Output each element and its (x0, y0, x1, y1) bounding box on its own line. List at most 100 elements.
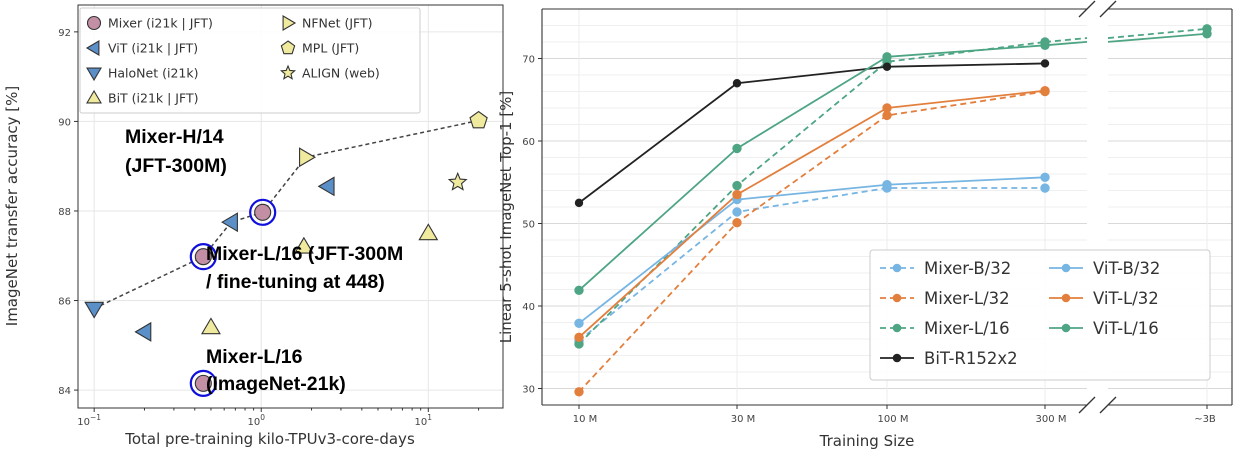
right-plot-frame (541, 0, 1233, 414)
left-annotation-text: / fine-tuning at 448) (206, 271, 385, 293)
left-y-tick-label: 92 (58, 28, 71, 39)
right-legend-point-bit-r152x2 (892, 353, 902, 363)
left-y-ticks: 84 86 88 90 92 (58, 28, 78, 397)
right-line-mixer-l-16 (578, 41, 1046, 345)
right-point-vit-l-16 (1202, 29, 1212, 39)
left-highlight-ring (249, 198, 277, 226)
left-legend-marker-mixer-i21k-jft (86, 15, 102, 31)
right-point-mixer-b-32 (732, 207, 742, 217)
right-legend-label-mixer-l-16: Mixer-L/16 (924, 319, 1010, 338)
left-annotation-text: (JFT-300M) (125, 155, 227, 177)
left-legend-box (79, 7, 421, 114)
left-legend-label-vit-i21k-jft: ViT (i21k | JFT) (108, 41, 198, 56)
left-annotation-text: (ImageNet-21k) (206, 373, 346, 395)
right-legend-label-mixer-b-32: Mixer-B/32 (924, 259, 1011, 278)
right-line-mixer-b-32 (578, 187, 1045, 342)
left-marker-nfnet-jft (299, 147, 316, 168)
right-legend: Mixer-B/32 Mixer-L/32 Mixer-L/16 BiT-R152x2… (869, 249, 1211, 381)
right-axis-break-mark (1078, 396, 1096, 414)
right-legend-label-vit-l-32: ViT-L/32 (1093, 289, 1159, 308)
right-line-mixer-l-32 (578, 90, 1046, 393)
left-legend-marker-vit-i21k-jft (85, 40, 100, 56)
right-point-mixer-l-16 (732, 180, 742, 191)
right-chart: 10 M 30 M 100 M 300 M ~3B 30 40 50 60 70 Trainin… (497, 0, 1233, 450)
right-axis-break-mark (1099, 396, 1117, 414)
left-legend-marker-mpl-jft (280, 40, 296, 55)
left-marker-vit-i21k-jft (134, 321, 152, 342)
right-point-vit-l-16 (732, 143, 742, 154)
right-point-vit-l-32 (732, 189, 742, 200)
right-point-vit-l-16 (1040, 40, 1050, 51)
left-y-tick-label: 86 (58, 297, 71, 308)
right-point-vit-l-16 (882, 52, 892, 62)
left-x-axis-label: Total pre-training kilo-TPUv3-core-days (124, 430, 415, 448)
left-marker-mixer-i21k-jft (194, 374, 212, 392)
left-legend-label-halonet-i21k: HaloNet (i21k) (108, 66, 198, 81)
right-x-tick-label: 100 M (878, 414, 909, 425)
right-y-tick-label: 50 (522, 220, 535, 231)
right-legend-point-mixer-l-16 (892, 323, 902, 333)
right-legend-point-vit-b-32 (1061, 263, 1071, 273)
left-marker-halonet-i21k (84, 301, 105, 319)
right-point-vit-l-32 (882, 103, 892, 113)
left-markers (84, 110, 488, 397)
right-point-mixer-b-32 (1040, 183, 1050, 193)
right-x-ticks: 10 M 30 M 100 M 300 M ~3B (573, 405, 1216, 425)
right-point-vit-l-32 (1040, 85, 1050, 96)
left-annotation-text: Mixer-H/14 (125, 126, 224, 148)
left-legend-marker-bit-i21k-jft (86, 89, 102, 104)
left-marker-vit-i21k-jft (221, 212, 238, 233)
right-line-vit-l-32 (578, 89, 1046, 339)
right-x-tick-label: ~3B (1194, 414, 1216, 425)
left-marker-vit-i21k-jft (317, 176, 335, 197)
right-line-vit-l-16 (578, 44, 1046, 291)
right-point-bit-r152x2 (882, 62, 892, 71)
left-x-tick-label: 101 (415, 413, 433, 428)
left-y-tick-label: 88 (58, 207, 71, 218)
left-x-tick-exponent: −1 (90, 413, 101, 422)
right-series-points (574, 24, 1212, 397)
right-x-tick-label: 300 M (1036, 414, 1067, 425)
right-line-vit-b-32 (578, 176, 1046, 325)
right-point-vit-b-32 (882, 180, 892, 190)
right-line-break-a-mixer-l-16 (1044, 37, 1088, 43)
right-point-bit-r152x2 (1040, 59, 1050, 68)
right-y-tick-label: 70 (522, 55, 535, 66)
left-annotations: Mixer-H/14 (JFT-300M) Mixer-L/16 (JFT-300M… (125, 126, 403, 395)
left-frontier (93, 119, 479, 310)
right-y-axis-label: Linear 5-shot ImageNet Top-1 [%] (497, 91, 515, 344)
right-point-mixer-l-32 (732, 217, 742, 228)
left-marker-mixer-i21k-jft (194, 248, 212, 266)
left-highlight-ring (189, 369, 217, 397)
left-x-tick-label: 10−1 (77, 413, 101, 428)
right-legend-point-vit-l-32 (1061, 293, 1071, 303)
left-legend-label-nfnet-jft: NFNet (JFT) (302, 16, 373, 31)
left-marker-bit-i21k-jft (418, 223, 439, 241)
left-legend-label-mixer-i21k-jft: Mixer (i21k | JFT) (108, 16, 213, 31)
right-axis-break-mark (1099, 0, 1117, 18)
left-legend-label-align-web: ALIGN (web) (302, 66, 380, 81)
right-point-vit-b-32 (574, 318, 584, 329)
left-marker-mpl-jft (469, 110, 488, 129)
right-line-break-b-mixer-l-16 (1107, 27, 1208, 39)
left-legend: Mixer (i21k | JFT) ViT (i21k | JFT) HaloNe… (79, 7, 421, 114)
right-legend-point-vit-l-16 (1061, 323, 1071, 333)
left-x-tick-label: 100 (247, 413, 265, 428)
left-marker-mixer-i21k-jft (254, 203, 272, 221)
right-line-break-b-vit-l-16 (1107, 32, 1208, 43)
left-annotation-text: Mixer-L/16 (JFT-300M (206, 243, 403, 265)
left-marker-bit-i21k-jft (200, 317, 221, 335)
left-x-ticks: 10−1 100 101 (77, 408, 480, 428)
left-legend-marker-align-web (279, 64, 297, 80)
right-y-tick-label: 30 (522, 385, 535, 396)
left-y-axis-label: ImageNet transfer accuracy [%] (3, 86, 21, 326)
right-legend-box (869, 249, 1211, 381)
left-y-tick-label: 84 (58, 386, 71, 397)
right-y-tick-label: 40 (522, 302, 535, 313)
left-legend-label-bit-i21k-jft: BiT (i21k | JFT) (108, 91, 198, 106)
left-legend-label-mpl-jft: MPL (JFT) (302, 41, 359, 56)
right-gridlines (542, 9, 1232, 405)
right-series-lines (578, 27, 1208, 393)
left-pareto-frontier-line (93, 119, 479, 310)
